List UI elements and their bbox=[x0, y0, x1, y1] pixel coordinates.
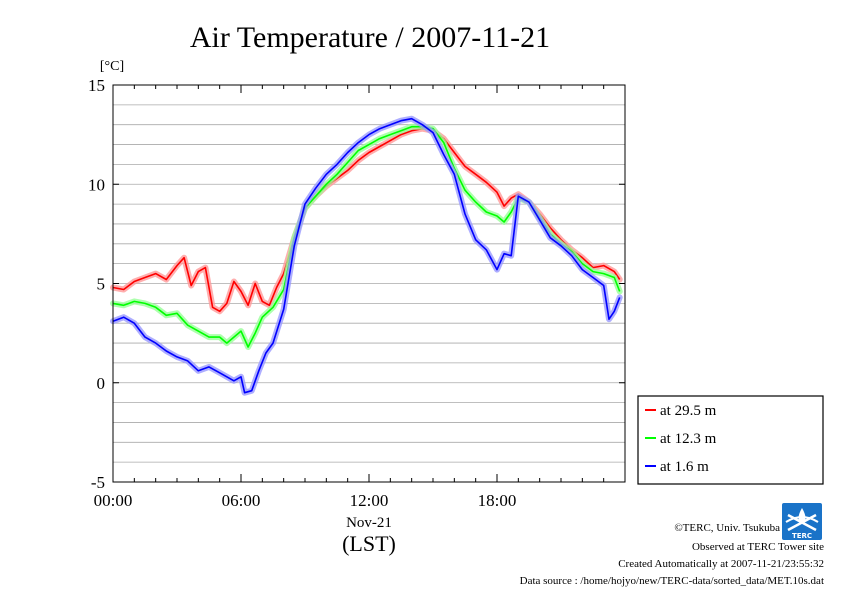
chart-title: Air Temperature / 2007-11-21 bbox=[190, 21, 550, 54]
x-tick-label: 18:00 bbox=[478, 491, 517, 510]
series-line bbox=[112, 117, 621, 394]
footer-observed: Observed at TERC Tower site bbox=[692, 541, 824, 553]
y-axis-unit: [°C] bbox=[100, 59, 124, 74]
y-tick-label: 0 bbox=[97, 374, 106, 393]
grid-lines bbox=[113, 104, 625, 463]
legend-label: at 12.3 m bbox=[660, 431, 717, 447]
x-tick-label: 00:00 bbox=[94, 491, 133, 510]
y-tick-label: -5 bbox=[91, 473, 105, 492]
y-tick-label: 10 bbox=[88, 175, 105, 194]
legend-label: at 1.6 m bbox=[660, 459, 709, 475]
legend: at 29.5 m at 12.3 m at 1.6 m bbox=[637, 395, 824, 485]
y-tick-label: 15 bbox=[88, 76, 105, 95]
legend-label: at 29.5 m bbox=[660, 403, 717, 419]
x-tick-label: 06:00 bbox=[222, 491, 261, 510]
terc-logo: TERC bbox=[782, 503, 822, 540]
series-group bbox=[110, 115, 623, 396]
x-tick-label: 12:00 bbox=[350, 491, 389, 510]
y-tick-label: 5 bbox=[97, 275, 106, 294]
footer-created: Created Automatically at 2007-11-21/23:5… bbox=[618, 558, 824, 570]
x-axis-date-label: Nov-21 bbox=[346, 515, 392, 531]
footer-source: Data source : /home/hojyo/new/TERC-data/… bbox=[520, 575, 824, 587]
footer-copyright: ©TERC, Univ. Tsukuba bbox=[674, 522, 780, 534]
x-axis: 00:00 06:00 12:00 18:00 bbox=[94, 85, 626, 510]
logo-text: TERC bbox=[792, 532, 812, 540]
y-axis: -5 0 5 10 15 bbox=[88, 76, 625, 492]
x-axis-zone-label: (LST) bbox=[342, 531, 396, 556]
